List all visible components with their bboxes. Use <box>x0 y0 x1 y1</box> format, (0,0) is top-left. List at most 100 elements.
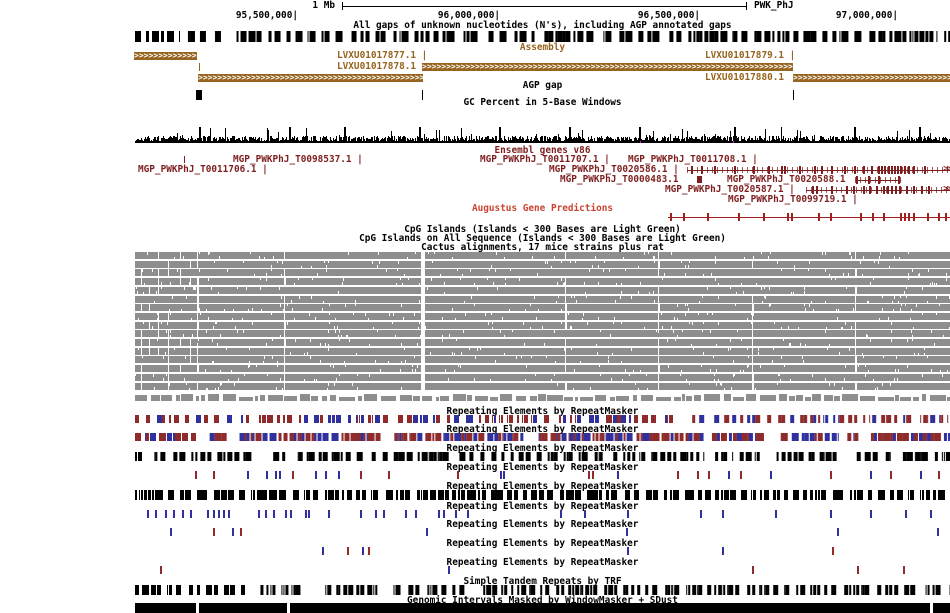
repeat-tick <box>626 528 628 536</box>
repeat-tick <box>722 510 724 518</box>
track-title-gc-percent[interactable]: GC Percent in 5-Base Windows <box>463 97 622 108</box>
repeat-tick <box>232 528 234 536</box>
gene-exon <box>928 186 930 194</box>
gene-exon <box>856 176 858 184</box>
repeat-tick <box>195 471 197 479</box>
gene-exon <box>868 176 870 184</box>
gene-exon <box>791 213 793 221</box>
gene-label[interactable]: MGP_PWKPhJ_T0020587.1 | <box>665 184 795 195</box>
gene-exon <box>894 166 896 174</box>
track-graphic-rmsk-3[interactable] <box>135 452 950 461</box>
repeat-tick <box>338 471 340 479</box>
track-title-agp-gap[interactable]: AGP gap <box>522 80 563 91</box>
track-graphic-gc-percent[interactable] <box>135 127 950 143</box>
gene-label[interactable]: MGP_PWKPhJ_T0020588.1 <box>727 174 846 185</box>
gene-exon <box>691 166 693 174</box>
track-title-rmsk-3[interactable]: Repeating Elements by RepeatMasker <box>446 443 639 454</box>
track-title-cpg-islands[interactable]: CpG Islands (Islands < 300 Bases are Lig… <box>404 224 681 235</box>
track-title-cactus[interactable]: Cactus alignments, 17 mice strains plus … <box>421 242 664 253</box>
track-graphic-rmsk-5[interactable] <box>135 490 950 500</box>
track-title-cpg-islands-all[interactable]: CpG Islands on All Sequence (Islands < 3… <box>359 233 726 244</box>
track-graphic-rmsk-8[interactable] <box>135 547 950 555</box>
assembly-contig-label[interactable]: LVXU01017878.1 <box>337 61 417 72</box>
repeat-tick <box>592 471 594 479</box>
gene-box[interactable] <box>697 176 702 183</box>
gene-exon <box>895 186 897 194</box>
track-title-ensembl[interactable]: Ensembl genes v86 <box>494 145 591 156</box>
track-graphic-trf[interactable] <box>135 585 950 595</box>
track-graphic-rmsk-2[interactable] <box>135 433 950 441</box>
track-graphic-cactus[interactable] <box>135 252 950 402</box>
gene-exon <box>897 166 899 174</box>
assembly-contig-label[interactable]: LVXU01017879.1 | <box>705 50 796 61</box>
gene-item[interactable] <box>668 213 950 221</box>
assembly-tick <box>199 63 200 71</box>
track-graphic-rmsk-6[interactable] <box>135 510 950 518</box>
track-title-rmsk-4[interactable]: Repeating Elements by RepeatMasker <box>446 462 639 473</box>
repeat-tick <box>775 510 777 518</box>
gene-label[interactable]: MGP_PWKPhJ_T0099719.1 | <box>728 194 858 205</box>
repeat-tick <box>443 510 445 518</box>
repeat-tick <box>708 471 710 479</box>
track-title-augustus[interactable]: Augustus Gene Predictions <box>471 203 614 214</box>
gene-line <box>668 217 950 218</box>
track-graphic-rmsk-7[interactable] <box>135 528 950 536</box>
gene-item[interactable] <box>855 176 901 184</box>
gene-label[interactable]: MGP_PWKPhJ_T0011707.1 | <box>480 154 610 165</box>
repeat-tick <box>752 566 754 574</box>
gene-exon <box>701 166 703 174</box>
track-title-rmsk-9[interactable]: Repeating Elements by RepeatMasker <box>446 557 639 568</box>
repeat-tick <box>584 510 586 518</box>
gene-intron-hatch <box>806 187 950 193</box>
assembly-contig-bar[interactable]: >>>>>>>>>>>>>>>>>>>>>>>>>>>>>>>>>>>>>>>>… <box>422 63 793 71</box>
track-graphic-rmsk-4[interactable] <box>135 471 950 479</box>
repeat-tick <box>213 528 215 536</box>
gene-tick <box>184 156 185 163</box>
gene-exon <box>753 166 755 174</box>
track-graphic-gaps[interactable] <box>135 31 950 42</box>
track-graphic-rmsk-1[interactable] <box>135 415 950 423</box>
assembly-contig-bar[interactable]: >>>>>>>>>>>>>>>>>>>>>>>>>>>>>>>>>>> <box>793 74 950 82</box>
track-title-rmsk-5[interactable]: Repeating Elements by RepeatMasker <box>446 481 639 492</box>
ruler-scale-bar-right-tick <box>746 2 747 10</box>
assembly-contig-label[interactable]: LVXU01017880.1 <box>705 72 785 83</box>
gene-item[interactable]: >> <box>806 185 950 194</box>
track-title-rmsk-2[interactable]: Repeating Elements by RepeatMasker <box>446 424 639 435</box>
gene-exon <box>888 166 890 174</box>
gene-label[interactable]: MGP_PWKPhJ_T0000483.1 <box>560 174 679 185</box>
track-title-rmsk-1[interactable]: Repeating Elements by RepeatMasker <box>446 406 639 417</box>
repeat-tick <box>160 566 162 574</box>
gene-label[interactable]: MGP_PWKPhJ_T0020586.1 | <box>549 164 679 175</box>
gap-block <box>422 90 423 100</box>
gene-item[interactable]: >> <box>687 165 950 174</box>
track-graphic-windowmasker[interactable] <box>135 603 950 613</box>
gene-label[interactable]: MGP_PWKPhJ_T0011706.1 | <box>138 164 268 175</box>
assembly-contig-bar[interactable]: >>>>>>>>>>>>>>>>>>>>>>>>>>>>>>>>>>>>>>>>… <box>198 74 423 82</box>
assembly-contig-label[interactable]: LVXU01017877.1 | <box>337 50 428 61</box>
gene-exon <box>854 166 856 174</box>
repeat-tick <box>213 510 215 518</box>
repeat-tick <box>223 510 225 518</box>
track-title-trf[interactable]: Simple Tandem Repeats by TRF <box>463 576 622 587</box>
gene-exon <box>714 166 716 174</box>
gene-exon <box>906 186 908 194</box>
repeat-tick <box>438 510 440 518</box>
gene-exon <box>734 166 736 174</box>
track-title-rmsk-7[interactable]: Repeating Elements by RepeatMasker <box>446 519 639 530</box>
track-title-gaps[interactable]: All gaps of unknown nucleotides (N's), i… <box>353 20 732 31</box>
gene-label[interactable]: MGP_PWKPhJ_T0011708.1 | <box>628 154 758 165</box>
track-title-windowmasker[interactable]: Genomic Intervals Masked by WindowMasker… <box>407 595 678 606</box>
gene-exon <box>883 186 885 194</box>
track-title-rmsk-6[interactable]: Repeating Elements by RepeatMasker <box>446 501 639 512</box>
repeat-tick <box>290 510 292 518</box>
repeat-tick <box>728 471 730 479</box>
assembly-contig-bar[interactable]: >>>>>>>>>>>>>>>> <box>134 52 197 60</box>
ruler-position-label: 95,500,000| <box>235 10 298 21</box>
repeat-tick <box>362 547 364 555</box>
gene-exon <box>846 186 848 194</box>
gene-label[interactable]: MGP_PWKPhJ_T0098537.1 | <box>233 154 363 165</box>
repeat-tick <box>322 547 324 555</box>
track-graphic-rmsk-9[interactable] <box>135 566 950 574</box>
track-title-assembly[interactable]: Assembly <box>519 42 566 53</box>
track-title-rmsk-8[interactable]: Repeating Elements by RepeatMasker <box>446 538 639 549</box>
